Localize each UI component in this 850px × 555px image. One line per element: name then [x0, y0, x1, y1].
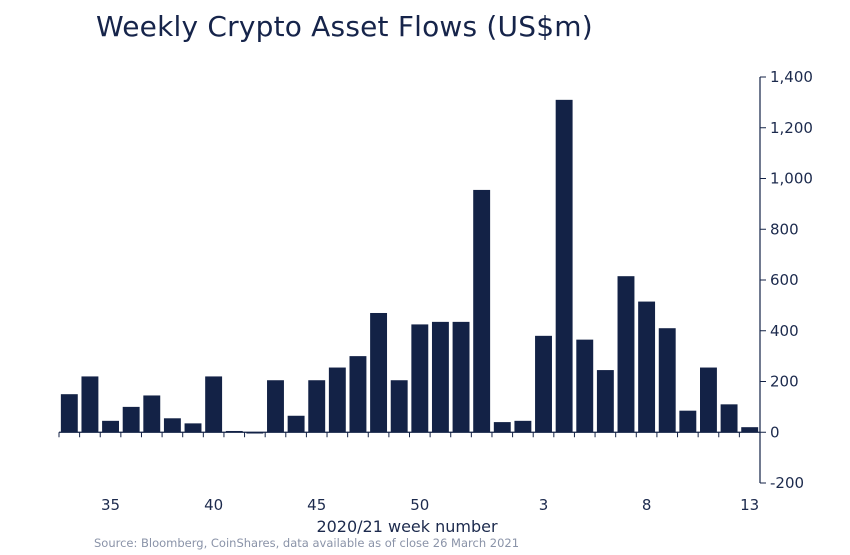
y-tick-label: 1,200	[770, 119, 813, 137]
x-tick-label: 35	[101, 496, 120, 514]
bar-week-36	[122, 406, 140, 433]
bar-week-42	[246, 432, 264, 434]
bar-week-11	[700, 367, 717, 433]
x-tick-label: 40	[204, 496, 223, 514]
bar-week-49	[390, 380, 408, 433]
bar-week-5	[576, 339, 594, 433]
bar-week-52	[452, 321, 470, 433]
y-tick-label: -200	[770, 474, 804, 492]
bar-week-1	[493, 422, 511, 433]
bar-week-51	[431, 321, 449, 433]
y-tick-label: 0	[770, 423, 780, 441]
bar-week-41	[225, 430, 243, 433]
bar-week-45	[308, 380, 326, 433]
bar-week-39	[184, 423, 202, 433]
x-axis-title: 2020/21 week number	[316, 517, 498, 536]
x-tick-label: 13	[740, 496, 759, 514]
bar-week-7	[617, 276, 635, 433]
bar-week-38	[163, 418, 181, 433]
source-note: Source: Bloomberg, CoinShares, data avai…	[94, 536, 520, 550]
bar-week-40	[205, 376, 223, 433]
x-tick-label: 8	[642, 496, 652, 514]
x-axis-ticks: 35 40 45 50 3 8 13	[58, 432, 761, 514]
x-tick-label: 45	[307, 496, 326, 514]
y-tick-label: 400	[770, 322, 799, 340]
bars-group	[60, 99, 759, 434]
x-tick-label: 50	[410, 496, 429, 514]
bar-week-2	[514, 420, 532, 433]
bar-week-8	[638, 301, 656, 433]
bar-week-33	[60, 394, 78, 433]
bar-week-53	[473, 189, 491, 433]
y-tick-label: 800	[770, 220, 799, 238]
bar-week-9	[658, 328, 676, 433]
bar-week-50	[411, 324, 429, 433]
bar-week-46	[328, 367, 346, 433]
bar-week-35	[102, 420, 119, 433]
y-tick-label: 1,000	[770, 170, 813, 188]
y-tick-label: 600	[770, 271, 799, 289]
bar-week-3	[535, 335, 552, 433]
bar-week-13	[741, 427, 759, 433]
y-tick-label: 200	[770, 373, 799, 391]
bar-week-47	[349, 356, 367, 433]
bar-week-34	[81, 376, 99, 433]
bar-week-44	[287, 415, 305, 433]
chart-title: Weekly Crypto Asset Flows (US$m)	[96, 10, 593, 43]
bar-week-48	[370, 312, 388, 433]
y-tick-label: 1,400	[770, 68, 813, 86]
bar-week-6	[596, 370, 614, 433]
bar-week-12	[720, 404, 738, 433]
x-tick-label: 3	[539, 496, 549, 514]
bar-week-37	[143, 395, 161, 433]
bar-week-43	[267, 380, 284, 433]
bar-week-10	[679, 410, 697, 433]
bar-week-4	[555, 99, 573, 433]
y-axis-ticks: 1,400 1,200 1,000 800 600 400 200 0 -200	[760, 68, 813, 492]
